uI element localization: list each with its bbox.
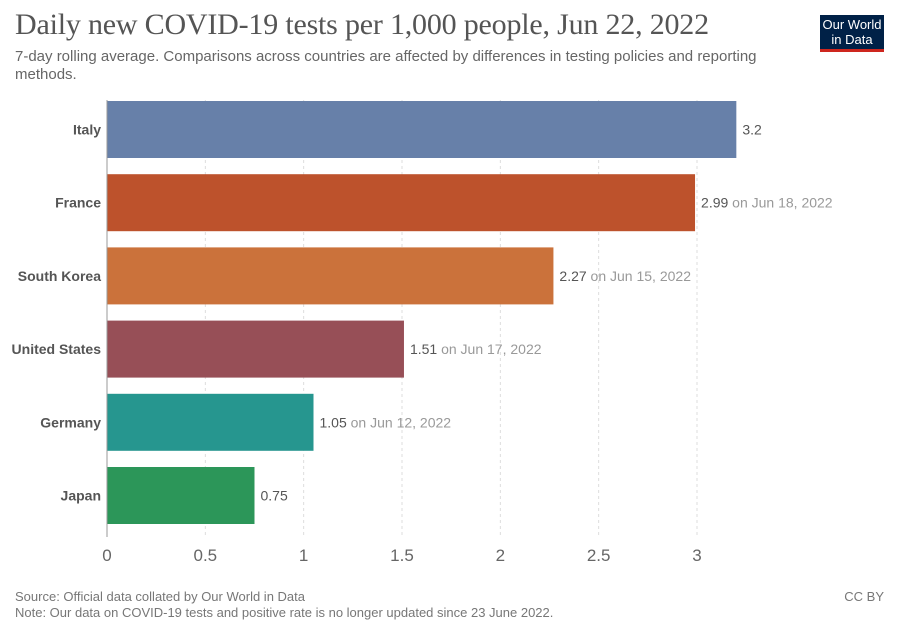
bar-japan[interactable] [107,467,255,524]
value-date-note: on Jun 15, 2022 [587,268,692,284]
value-date-note: on Jun 17, 2022 [437,341,542,357]
value-number: 2.99 [701,195,728,211]
license-label[interactable]: CC BY [844,589,884,604]
value-number: 1.05 [320,414,347,430]
category-label: Japan [61,488,101,504]
x-tick-label: 2 [496,546,505,565]
x-tick-label: 1.5 [390,546,414,565]
value-number: 1.51 [410,341,437,357]
category-label: France [55,195,101,211]
value-labels: 3.2 2.99 on Jun 18, 2022 2.27 on Jun 15, 2… [261,122,833,504]
category-label: United States [12,341,102,357]
category-label: South Korea [18,268,101,284]
bars [107,101,737,524]
x-tick-label: 3 [692,546,701,565]
value-label: 2.27 on Jun 15, 2022 [559,268,691,284]
x-tick-label: 0.5 [194,546,218,565]
value-label: 0.75 [261,488,288,504]
logo-line-2: in Data [831,32,873,47]
bar-united-states[interactable] [107,320,404,378]
value-label: 1.51 on Jun 17, 2022 [410,341,542,357]
chart-subtitle: 7-day rolling average. Comparisons acros… [15,48,757,83]
bar-south-korea[interactable] [107,247,554,305]
data-note: Note: Our data on COVID-19 tests and pos… [15,605,554,620]
category-label: Germany [40,414,101,430]
value-number: 3.2 [742,122,762,138]
category-label: Italy [73,122,101,138]
x-axis-ticks: 0 0.5 1 1.5 2 2.5 3 [102,546,701,565]
bar-france[interactable] [107,174,696,232]
value-date-note: on Jun 12, 2022 [347,414,452,430]
chart-title: Daily new COVID-19 tests per 1,000 peopl… [15,8,709,41]
value-label: 1.05 on Jun 12, 2022 [320,414,452,430]
grid-lines [204,100,698,537]
x-tick-label: 1 [299,546,308,565]
bar-chart: Italy France South Korea United States Germa… [12,100,833,565]
category-labels: Italy France South Korea United States Germa… [12,122,102,504]
owid-logo[interactable]: Our World in Data [820,15,884,52]
bar-germany[interactable] [107,393,314,451]
value-label: 3.2 [742,122,762,138]
logo-line-1: Our World [822,17,882,32]
x-tick-label: 2.5 [587,546,611,565]
x-tick-label: 0 [102,546,111,565]
source-note: Source: Official data collated by Our Wo… [15,589,305,604]
value-label: 2.99 on Jun 18, 2022 [701,195,833,211]
value-number: 2.27 [559,268,586,284]
value-number: 0.75 [261,488,288,504]
bar-italy[interactable] [107,101,737,158]
value-date-note: on Jun 18, 2022 [728,195,833,211]
